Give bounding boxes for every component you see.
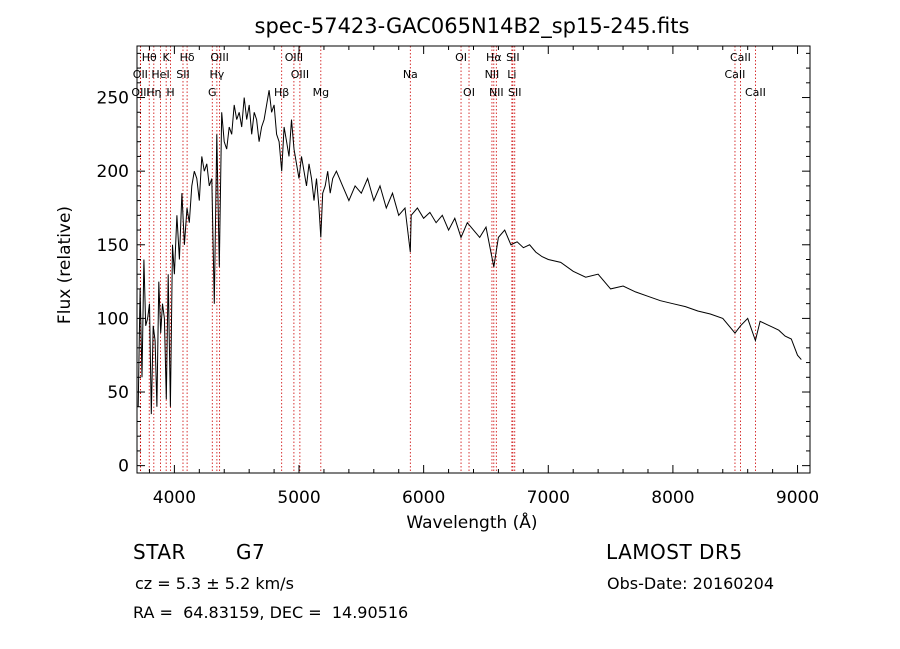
spectral-line-label: SII — [506, 51, 519, 64]
x-tick-label: 7000 — [527, 488, 570, 508]
y-tick-label: 0 — [118, 457, 129, 477]
spectral-line-label: OIII — [210, 51, 228, 64]
spectral-line-label: SII — [508, 86, 521, 99]
spectral-line-label: K — [163, 51, 171, 64]
spectral-line-label: OIII — [131, 86, 149, 99]
x-tick-label: 9000 — [776, 488, 819, 508]
x-tick-label: 4000 — [153, 488, 196, 508]
spectral-line-label: HeI — [151, 68, 169, 81]
spectral-line-label: OIII — [291, 68, 309, 81]
spectral-line-label: OI — [463, 86, 475, 99]
spectral-line-label: Mg — [313, 86, 329, 99]
x-axis-ticks: 4000 5000 6000 7000 8000 9000 — [148, 46, 819, 508]
plot-frame — [136, 45, 811, 474]
y-axis-ticks: 0 50 100 150 200 250 — [97, 52, 810, 477]
spectral-line-label: G — [208, 86, 217, 99]
spectral-line-label: OI — [455, 51, 467, 64]
redshift-velocity: cz = 5.3 ± 5.2 km/s — [135, 574, 294, 593]
spectral-line-label: H — [166, 86, 174, 99]
spectral-line-label: CaII — [745, 86, 766, 99]
spectral-line-label: Hδ — [180, 51, 195, 64]
y-tick-label: 50 — [107, 383, 129, 403]
spectral-line-label: NII — [489, 86, 504, 99]
spectral-line-label: OIII — [285, 51, 303, 64]
object-subclass: G7 — [236, 540, 266, 564]
object-class: STAR — [133, 540, 186, 564]
x-tick-label: 8000 — [651, 488, 694, 508]
spectral-line-labels: Hθ K Hδ OIII OIII OI Hα SII CaII OII HeI SII Hγ OIII N… — [131, 51, 765, 99]
spectral-line-label: CaII — [725, 68, 746, 81]
coordinates: RA = 64.83159, DEC = 14.90516 — [133, 603, 409, 622]
spectral-line-markers — [139, 46, 756, 473]
spectral-line-label: SII — [176, 68, 189, 81]
survey-name: LAMOST DR5 — [606, 540, 743, 564]
spectral-line-label: Hη — [146, 86, 161, 99]
spectral-line-label: Li — [507, 68, 516, 81]
x-tick-label: 6000 — [402, 488, 445, 508]
y-tick-label: 150 — [97, 236, 129, 256]
chart-title: spec-57423-GAC065N14B2_sp15-245.fits — [255, 14, 690, 39]
spectral-line-label: OII — [133, 68, 148, 81]
spectral-line-label: Hα — [486, 51, 502, 64]
y-tick-label: 250 — [97, 89, 129, 109]
spectrum-line — [137, 90, 802, 415]
x-tick-label: 5000 — [277, 488, 320, 508]
spectral-line-label: CaII — [730, 51, 751, 64]
spectral-line-label: NII — [485, 68, 500, 81]
y-tick-label: 100 — [97, 309, 129, 329]
spectral-line-label: Na — [403, 68, 418, 81]
spectral-line-label: Hθ — [142, 51, 157, 64]
x-axis-label: Wavelength (Å) — [406, 511, 537, 533]
observation-date: Obs-Date: 20160204 — [607, 574, 775, 593]
spectral-line-label: Hγ — [209, 68, 224, 81]
y-axis-label: Flux (relative) — [55, 206, 75, 324]
spectral-line-label: Hβ — [274, 86, 289, 99]
y-tick-label: 200 — [97, 162, 129, 182]
